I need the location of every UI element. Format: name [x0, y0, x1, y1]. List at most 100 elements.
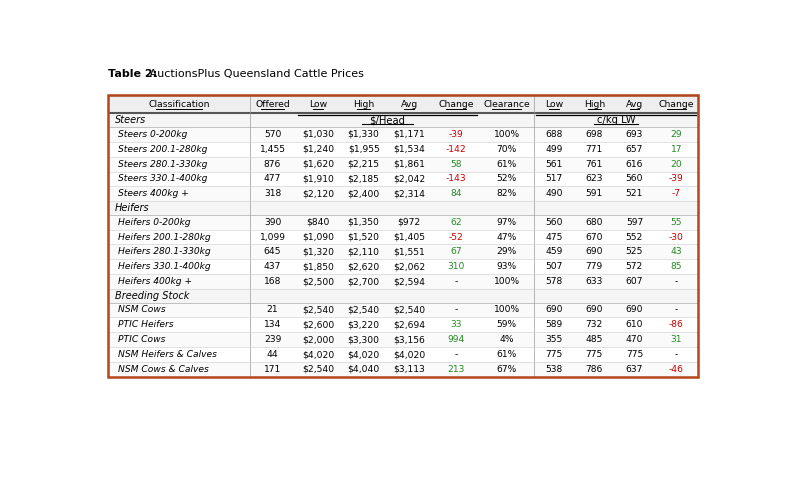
Text: -: - — [674, 305, 678, 315]
Text: $2,700: $2,700 — [348, 277, 380, 286]
Text: Heifers 400kg +: Heifers 400kg + — [118, 277, 192, 286]
Text: 47%: 47% — [497, 232, 517, 242]
Bar — [109, 201, 698, 215]
Text: 21: 21 — [267, 305, 279, 315]
Text: $2,594: $2,594 — [394, 277, 425, 286]
Text: 623: 623 — [586, 174, 603, 184]
Text: 390: 390 — [264, 218, 281, 226]
Text: $1,090: $1,090 — [302, 232, 334, 242]
Text: $4,020: $4,020 — [394, 350, 426, 359]
Text: 43: 43 — [671, 247, 682, 256]
Text: $3,300: $3,300 — [348, 335, 379, 344]
Bar — [109, 94, 698, 377]
Text: 570: 570 — [264, 130, 281, 139]
Text: 876: 876 — [264, 160, 281, 169]
Text: Heifers: Heifers — [115, 203, 150, 213]
Text: $2,062: $2,062 — [394, 262, 426, 271]
Text: $4,020: $4,020 — [348, 350, 380, 359]
Text: NSM Cows & Calves: NSM Cows & Calves — [118, 365, 209, 374]
Bar — [109, 229, 698, 244]
Text: 85: 85 — [671, 262, 682, 271]
Text: 97%: 97% — [497, 218, 517, 226]
Text: 61%: 61% — [497, 160, 517, 169]
Text: 786: 786 — [586, 365, 603, 374]
Text: -: - — [674, 277, 678, 286]
Text: 310: 310 — [447, 262, 464, 271]
Text: -86: -86 — [669, 320, 684, 329]
Text: 680: 680 — [586, 218, 603, 226]
Text: 67: 67 — [450, 247, 461, 256]
Text: 994: 994 — [447, 335, 464, 344]
Text: 775: 775 — [586, 350, 603, 359]
Text: $2,620: $2,620 — [348, 262, 380, 271]
Bar — [109, 94, 698, 113]
Text: -39: -39 — [449, 130, 463, 139]
Text: -: - — [674, 350, 678, 359]
Text: $2,120: $2,120 — [302, 189, 334, 198]
Text: 33: 33 — [450, 320, 461, 329]
Text: $1,320: $1,320 — [302, 247, 334, 256]
Text: 52%: 52% — [497, 174, 517, 184]
Text: 84: 84 — [450, 189, 461, 198]
Text: 168: 168 — [264, 277, 281, 286]
Text: Change: Change — [438, 99, 474, 109]
Text: $972: $972 — [397, 218, 421, 226]
Text: Table 2:: Table 2: — [109, 69, 157, 79]
Text: $2,540: $2,540 — [394, 305, 425, 315]
Text: Steers 280.1-330kg: Steers 280.1-330kg — [118, 160, 207, 169]
Text: 355: 355 — [545, 335, 563, 344]
Text: 690: 690 — [586, 305, 603, 315]
Text: 477: 477 — [264, 174, 281, 184]
Text: -: - — [454, 350, 457, 359]
Text: Steers 0-200kg: Steers 0-200kg — [118, 130, 187, 139]
Text: $1,861: $1,861 — [394, 160, 425, 169]
Bar — [109, 318, 698, 332]
Text: -46: -46 — [669, 365, 684, 374]
Text: Low: Low — [545, 99, 563, 109]
Text: PTIC Heifers: PTIC Heifers — [118, 320, 173, 329]
Text: 59%: 59% — [497, 320, 517, 329]
Text: 93%: 93% — [497, 262, 517, 271]
Bar — [109, 171, 698, 187]
Text: 690: 690 — [626, 305, 643, 315]
Text: Heifers 330.1-400kg: Heifers 330.1-400kg — [118, 262, 210, 271]
Text: AuctionsPlus: AuctionsPlus — [392, 232, 502, 281]
Text: 560: 560 — [545, 218, 563, 226]
Bar — [109, 142, 698, 157]
Text: -142: -142 — [445, 145, 466, 154]
Text: $2,540: $2,540 — [302, 365, 334, 374]
Text: 62: 62 — [450, 218, 462, 226]
Text: 693: 693 — [626, 130, 643, 139]
Text: 525: 525 — [626, 247, 643, 256]
Text: 58: 58 — [450, 160, 461, 169]
Text: 318: 318 — [264, 189, 281, 198]
Text: 100%: 100% — [493, 277, 520, 286]
Text: -: - — [454, 305, 457, 315]
Text: 552: 552 — [626, 232, 643, 242]
Text: 499: 499 — [545, 145, 563, 154]
Text: -: - — [454, 277, 457, 286]
Text: 607: 607 — [626, 277, 643, 286]
Text: Heifers 280.1-330kg: Heifers 280.1-330kg — [118, 247, 210, 256]
Bar — [109, 260, 698, 274]
Text: 688: 688 — [545, 130, 563, 139]
Text: 171: 171 — [264, 365, 281, 374]
Text: 239: 239 — [264, 335, 281, 344]
Text: 690: 690 — [545, 305, 563, 315]
Text: 1,455: 1,455 — [260, 145, 286, 154]
Text: Low: Low — [309, 99, 327, 109]
Text: 561: 561 — [545, 160, 563, 169]
Bar — [109, 347, 698, 362]
Text: 31: 31 — [671, 335, 682, 344]
Text: Steers 330.1-400kg: Steers 330.1-400kg — [118, 174, 207, 184]
Text: 17: 17 — [671, 145, 682, 154]
Text: Steers 400kg +: Steers 400kg + — [118, 189, 189, 198]
Text: $3,220: $3,220 — [348, 320, 380, 329]
Text: -143: -143 — [445, 174, 466, 184]
Text: 100%: 100% — [493, 305, 520, 315]
Text: AuctionsPlus Queensland Cattle Prices: AuctionsPlus Queensland Cattle Prices — [146, 69, 364, 79]
Text: 560: 560 — [626, 174, 643, 184]
Text: 616: 616 — [626, 160, 643, 169]
Text: Clearance: Clearance — [483, 99, 530, 109]
Text: $2,314: $2,314 — [394, 189, 425, 198]
